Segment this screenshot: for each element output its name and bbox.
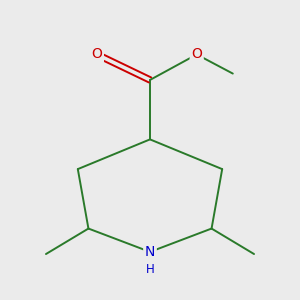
Text: O: O bbox=[191, 47, 202, 61]
Text: H: H bbox=[146, 263, 154, 276]
Text: O: O bbox=[92, 47, 102, 61]
Text: N: N bbox=[145, 245, 155, 259]
